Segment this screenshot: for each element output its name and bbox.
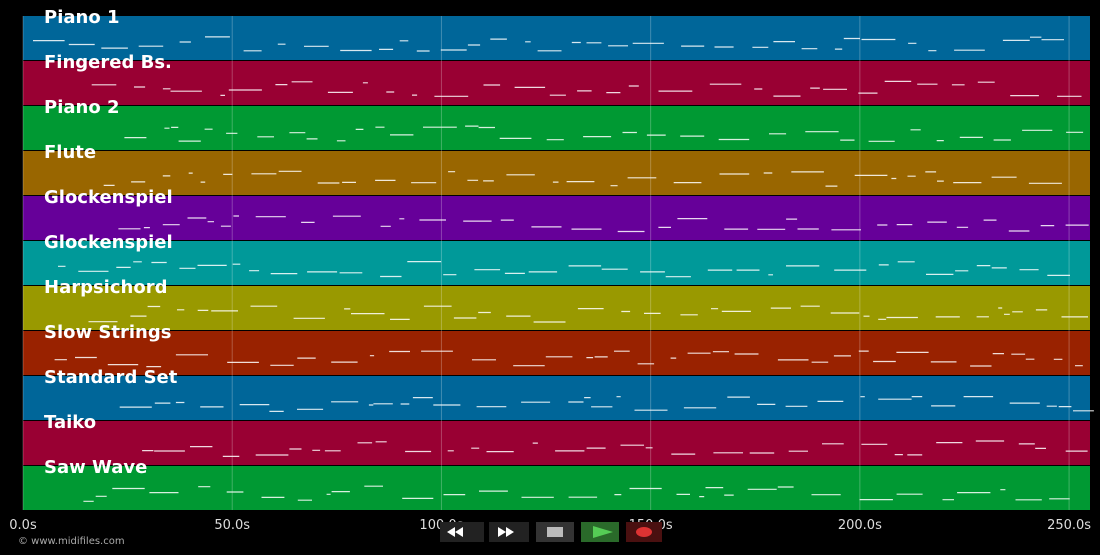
track-label: Piano 2: [44, 97, 119, 118]
note-pattern: [54, 350, 1083, 368]
playback-controls: [440, 522, 662, 542]
track-label: Slow Strings: [44, 322, 171, 343]
track-band: [23, 151, 1090, 195]
track-band: [23, 196, 1090, 240]
track-label: Glockenspiel: [44, 187, 173, 208]
note-pattern: [58, 261, 1070, 278]
record-button[interactable]: [626, 522, 662, 542]
note-pattern: [124, 125, 1084, 142]
note-pattern: [83, 485, 1070, 502]
credit: © www.midifiles.com: [18, 536, 125, 547]
note-pattern: [118, 215, 1089, 233]
note-pattern: [33, 36, 1064, 52]
forward-button[interactable]: [489, 522, 529, 542]
track-band: [23, 421, 1090, 465]
note-pattern: [88, 305, 1088, 323]
tick-label: 50.0s: [214, 518, 250, 533]
track-label: Taiko: [44, 412, 96, 433]
tick-label: 0.0s: [9, 518, 37, 533]
track-band: [23, 106, 1090, 150]
track-band: [23, 376, 1090, 420]
tick-label: 200.0s: [838, 518, 882, 533]
tick-label: 250.0s: [1047, 518, 1091, 533]
track-label: Flute: [44, 142, 96, 163]
note-pattern: [142, 440, 1088, 457]
track-band: [23, 16, 1090, 60]
track-band: [23, 241, 1090, 285]
track-band: [23, 331, 1090, 375]
play-button[interactable]: [581, 522, 619, 542]
track-band: [23, 466, 1090, 510]
track-band: [23, 61, 1090, 105]
stop-button[interactable]: [536, 522, 574, 542]
track-label: Piano 1: [44, 7, 119, 28]
track-band: [23, 286, 1090, 330]
note-pattern: [119, 396, 1094, 412]
track-label: Harpsichord: [44, 277, 167, 298]
note-pattern: [103, 170, 1062, 187]
note-pattern: [91, 80, 1082, 97]
track-label: Fingered Bs.: [44, 52, 172, 73]
track-label: Saw Wave: [44, 457, 147, 478]
track-label: Glockenspiel: [44, 232, 173, 253]
rewind-button[interactable]: [440, 522, 484, 542]
track-label: Standard Set: [44, 367, 178, 388]
